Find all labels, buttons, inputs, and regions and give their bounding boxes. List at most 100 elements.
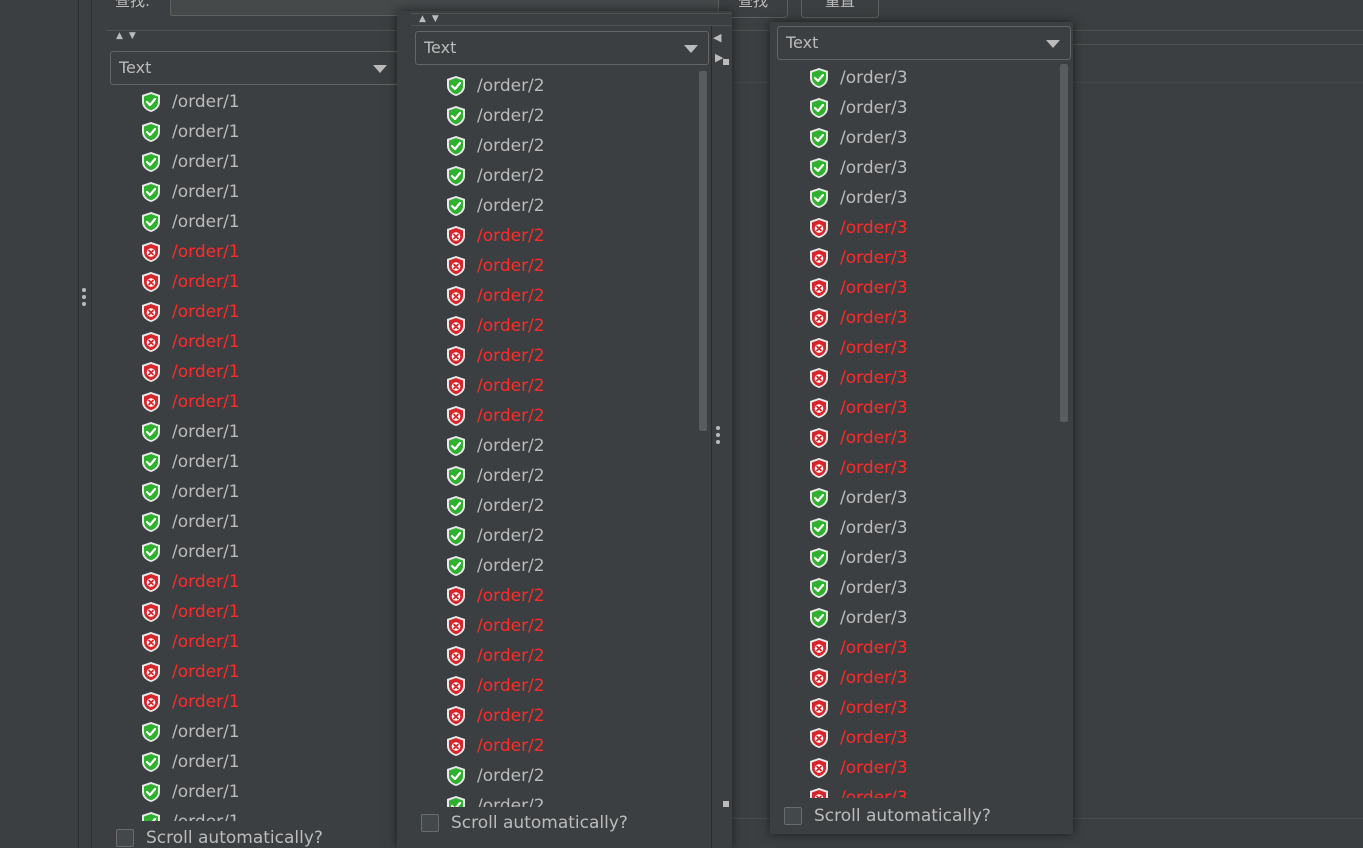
list-item[interactable]: /order/3 — [808, 453, 1058, 483]
scroll-automatically-option[interactable]: Scroll automatically? — [784, 806, 991, 826]
list-item[interactable]: /order/3 — [808, 603, 1058, 633]
list-item[interactable]: /order/2 — [445, 671, 695, 701]
list-item[interactable]: /order/3 — [808, 633, 1058, 663]
list-item[interactable]: /order/3 — [808, 333, 1058, 363]
scrollbar-thumb[interactable] — [1060, 64, 1068, 422]
collapse-right-icon[interactable]: ▶ — [715, 51, 724, 64]
list-item[interactable]: /order/1 — [140, 507, 398, 537]
scrollbar[interactable] — [697, 69, 709, 809]
list-item[interactable]: /order/2 — [445, 431, 695, 461]
list-item[interactable]: /order/1 — [140, 297, 398, 327]
list-item[interactable]: /order/1 — [140, 147, 398, 177]
list-item[interactable]: /order/2 — [445, 131, 695, 161]
list-item[interactable]: /order/2 — [445, 221, 695, 251]
list-item[interactable]: /order/2 — [445, 611, 695, 641]
list-item[interactable]: /order/3 — [808, 543, 1058, 573]
list-item[interactable]: /order/3 — [808, 183, 1058, 213]
list-item[interactable]: /order/3 — [808, 63, 1058, 93]
list-item[interactable]: /order/3 — [808, 363, 1058, 393]
scroll-automatically-checkbox[interactable] — [116, 829, 134, 847]
list-item[interactable]: /order/2 — [445, 401, 695, 431]
list-item[interactable]: /order/1 — [140, 267, 398, 297]
sort-arrows-icon[interactable]: ▲▼ — [419, 14, 445, 24]
list-item[interactable]: /order/3 — [808, 783, 1058, 798]
list-item[interactable]: /order/3 — [808, 393, 1058, 423]
list-item[interactable]: /order/1 — [140, 537, 398, 567]
view-mode-dropdown[interactable]: Text — [110, 51, 398, 85]
list-item[interactable]: /order/1 — [140, 717, 398, 747]
splitter-handle[interactable] — [79, 0, 92, 848]
list-item[interactable]: /order/2 — [445, 701, 695, 731]
list-item[interactable]: /order/3 — [808, 513, 1058, 543]
list-item[interactable]: /order/3 — [808, 573, 1058, 603]
list-item[interactable]: /order/1 — [140, 387, 398, 417]
list-item[interactable]: /order/1 — [140, 207, 398, 237]
list-item[interactable]: /order/1 — [140, 87, 398, 117]
list-item[interactable]: /order/2 — [445, 251, 695, 281]
list-item[interactable]: /order/1 — [140, 627, 398, 657]
list-item[interactable]: /order/1 — [140, 357, 398, 387]
list-item[interactable]: /order/2 — [445, 281, 695, 311]
list-item[interactable]: /order/2 — [445, 791, 695, 807]
list-item[interactable]: /order/3 — [808, 753, 1058, 783]
list-item[interactable]: /order/3 — [808, 483, 1058, 513]
list-item[interactable]: /order/3 — [808, 273, 1058, 303]
reset-button[interactable]: 重置 — [801, 0, 879, 18]
view-mode-dropdown[interactable]: Text — [777, 26, 1071, 60]
list-item[interactable]: /order/2 — [445, 71, 695, 101]
find-button[interactable]: 查找 — [718, 0, 788, 18]
list-item[interactable]: /order/3 — [808, 423, 1058, 453]
collapse-left-icon[interactable]: ◀ — [713, 31, 722, 44]
list-item[interactable]: /order/2 — [445, 521, 695, 551]
sample-list[interactable]: /order/3/order/3/order/3/order/3/order/3… — [808, 63, 1058, 798]
list-item[interactable]: /order/1 — [140, 687, 398, 717]
list-item[interactable]: /order/1 — [140, 567, 398, 597]
list-item[interactable]: /order/2 — [445, 491, 695, 521]
list-item[interactable]: /order/1 — [140, 417, 398, 447]
drag-dots-icon[interactable] — [716, 426, 720, 447]
list-item[interactable]: /order/1 — [140, 237, 398, 267]
sample-list[interactable]: /order/2/order/2/order/2/order/2/order/2… — [445, 71, 695, 807]
list-item[interactable]: /order/3 — [808, 663, 1058, 693]
scroll-automatically-option[interactable]: Scroll automatically? — [116, 828, 323, 848]
resize-grip-icon[interactable] — [723, 59, 729, 65]
sort-arrows-icon[interactable]: ▲▼ — [116, 31, 142, 41]
drag-dots-icon[interactable] — [82, 288, 86, 309]
list-item[interactable]: /order/1 — [140, 747, 398, 777]
list-item[interactable]: /order/2 — [445, 731, 695, 761]
list-item[interactable]: /order/1 — [140, 117, 398, 147]
scroll-automatically-checkbox[interactable] — [421, 814, 439, 832]
list-item[interactable]: /order/2 — [445, 311, 695, 341]
list-item[interactable]: /order/2 — [445, 761, 695, 791]
resize-grip-icon[interactable] — [723, 801, 729, 807]
list-item[interactable]: /order/2 — [445, 161, 695, 191]
list-item[interactable]: /order/3 — [808, 153, 1058, 183]
list-item[interactable]: /order/2 — [445, 551, 695, 581]
list-item[interactable]: /order/3 — [808, 123, 1058, 153]
view-mode-dropdown[interactable]: Text — [415, 31, 709, 65]
list-item[interactable]: /order/1 — [140, 177, 398, 207]
list-item[interactable]: /order/1 — [140, 657, 398, 687]
scroll-automatically-option[interactable]: Scroll automatically? — [421, 813, 628, 833]
scrollbar[interactable] — [1058, 62, 1070, 802]
scroll-automatically-checkbox[interactable] — [784, 807, 802, 825]
list-item[interactable]: /order/2 — [445, 581, 695, 611]
list-item[interactable]: /order/1 — [140, 327, 398, 357]
list-item[interactable]: /order/2 — [445, 371, 695, 401]
list-item[interactable]: /order/1 — [140, 807, 398, 821]
list-item[interactable]: /order/3 — [808, 693, 1058, 723]
list-item[interactable]: /order/1 — [140, 447, 398, 477]
list-item[interactable]: /order/1 — [140, 477, 398, 507]
list-item[interactable]: /order/2 — [445, 101, 695, 131]
scrollbar-thumb[interactable] — [699, 71, 707, 431]
list-item[interactable]: /order/3 — [808, 723, 1058, 753]
list-item[interactable]: /order/3 — [808, 93, 1058, 123]
list-item[interactable]: /order/3 — [808, 213, 1058, 243]
list-item[interactable]: /order/3 — [808, 303, 1058, 333]
list-item[interactable]: /order/2 — [445, 461, 695, 491]
sample-list[interactable]: /order/1/order/1/order/1/order/1/order/1… — [140, 87, 398, 821]
list-item[interactable]: /order/2 — [445, 341, 695, 371]
list-item[interactable]: /order/2 — [445, 191, 695, 221]
list-item[interactable]: /order/1 — [140, 777, 398, 807]
list-item[interactable]: /order/3 — [808, 243, 1058, 273]
